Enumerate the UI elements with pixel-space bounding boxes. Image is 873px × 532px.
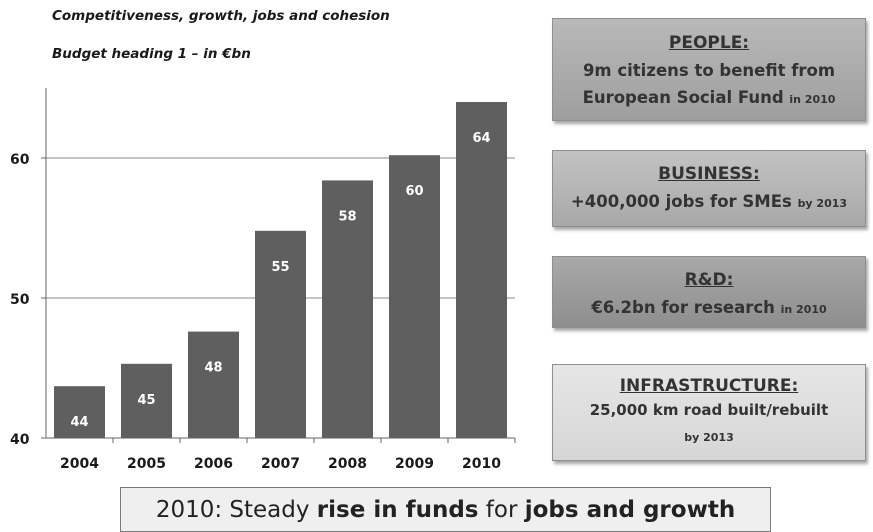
people-line2-text: European Social Fund bbox=[582, 88, 784, 107]
x-tick-label: 2007 bbox=[261, 456, 300, 472]
banner-bold1: rise in funds bbox=[316, 497, 479, 523]
bar-2007 bbox=[255, 230, 306, 438]
bar-2010 bbox=[456, 102, 507, 438]
business-line1-text: +400,000 jobs for SMEs bbox=[570, 192, 792, 211]
bar-value-label: 58 bbox=[338, 209, 356, 224]
x-tick-label: 2005 bbox=[127, 456, 166, 472]
people-line2: European Social Fund in 2010 bbox=[553, 84, 865, 113]
y-tick-label: 50 bbox=[10, 292, 30, 308]
business-box: BUSINESS: +400,000 jobs for SMEs by 2013 bbox=[552, 150, 866, 227]
bar-chart: 40 50 60 44 2004 45 2005 48 2006 55 2007 58 2008 60 20… bbox=[10, 88, 516, 472]
x-tick-label: 2010 bbox=[462, 456, 501, 472]
y-tick-label: 60 bbox=[10, 152, 30, 168]
bar-2006 bbox=[188, 331, 239, 438]
bar-2008 bbox=[322, 180, 373, 438]
x-tick-label: 2009 bbox=[395, 456, 434, 472]
bar-value-label: 44 bbox=[70, 415, 88, 430]
people-heading: PEOPLE: bbox=[668, 33, 750, 53]
bar-2005 bbox=[121, 363, 172, 438]
rd-line1-small: in 2010 bbox=[780, 303, 827, 316]
x-tick-label: 2004 bbox=[60, 456, 99, 472]
y-tick-label: 40 bbox=[10, 432, 30, 448]
rd-box: R&D: €6.2bn for research in 2010 bbox=[552, 256, 866, 328]
infrastructure-line1: 25,000 km road built/rebuilt bbox=[589, 401, 829, 419]
chart-subtitle: Budget heading 1 – in €bn bbox=[52, 46, 251, 62]
bar-2004 bbox=[54, 386, 105, 438]
business-line1: +400,000 jobs for SMEs by 2013 bbox=[553, 188, 865, 218]
people-line2-small: in 2010 bbox=[789, 93, 836, 106]
banner-bold2: jobs and growth bbox=[524, 497, 736, 523]
rd-line1: €6.2bn for research in 2010 bbox=[553, 294, 865, 324]
bar-value-label: 64 bbox=[472, 131, 490, 146]
people-line1: 9m citizens to benefit from bbox=[582, 61, 836, 80]
x-tick-label: 2008 bbox=[328, 456, 367, 472]
bar-value-label: 60 bbox=[405, 184, 423, 199]
rd-line1-text: €6.2bn for research bbox=[591, 298, 775, 317]
infrastructure-line2-small: by 2013 bbox=[684, 431, 734, 444]
bar-2009 bbox=[389, 155, 440, 438]
x-tick-label: 2006 bbox=[194, 456, 233, 472]
people-box: PEOPLE: 9m citizens to benefit from Euro… bbox=[552, 18, 866, 121]
banner-middle: for bbox=[478, 497, 525, 523]
chart-title: Competitiveness, growth, jobs and cohesi… bbox=[52, 8, 390, 24]
summary-banner: 2010: Steady rise in funds for jobs and … bbox=[120, 487, 771, 532]
bar-value-label: 45 bbox=[137, 393, 155, 408]
infrastructure-heading: INFRASTRUCTURE: bbox=[619, 376, 799, 396]
business-line1-small: by 2013 bbox=[797, 197, 848, 210]
bar-value-label: 48 bbox=[204, 361, 222, 376]
bar-value-label: 55 bbox=[271, 260, 289, 275]
business-heading: BUSINESS: bbox=[658, 164, 760, 184]
infrastructure-box: INFRASTRUCTURE: 25,000 km road built/reb… bbox=[552, 364, 866, 461]
rd-heading: R&D: bbox=[684, 270, 734, 290]
banner-prefix: 2010: Steady bbox=[155, 497, 317, 523]
